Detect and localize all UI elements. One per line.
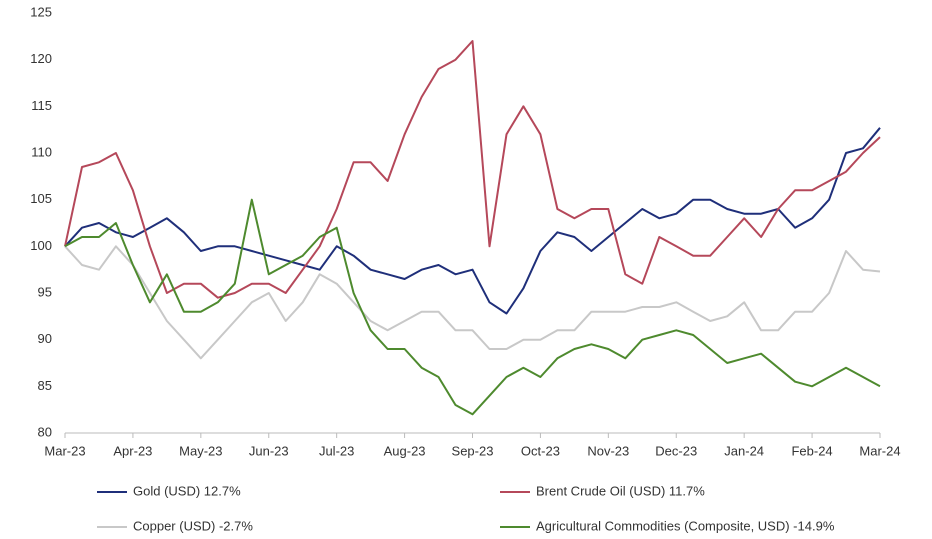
x-tick-label: May-23: [179, 443, 222, 458]
x-tick-label: Dec-23: [655, 443, 697, 458]
legend-label: Agricultural Commodities (Composite, USD…: [536, 518, 835, 533]
y-tick-label: 105: [30, 191, 52, 206]
x-tick-label: Nov-23: [587, 443, 629, 458]
x-tick-label: Mar-23: [44, 443, 85, 458]
y-tick-label: 95: [38, 284, 52, 299]
x-tick-label: Aug-23: [384, 443, 426, 458]
y-tick-label: 100: [30, 238, 52, 253]
y-tick-label: 120: [30, 51, 52, 66]
legend-label: Gold (USD) 12.7%: [133, 483, 241, 498]
y-tick-label: 85: [38, 378, 52, 393]
x-tick-label: Oct-23: [521, 443, 560, 458]
y-tick-label: 115: [31, 98, 52, 113]
y-tick-label: 125: [30, 4, 52, 19]
series-line: [64, 198, 881, 416]
x-tick-label: Jun-23: [249, 443, 289, 458]
x-tick-label: Feb-24: [791, 443, 832, 458]
x-tick-label: Mar-24: [859, 443, 900, 458]
x-tick-label: Sep-23: [452, 443, 494, 458]
legend-label: Copper (USD) -2.7%: [133, 518, 253, 533]
x-tick-label: Apr-23: [113, 443, 152, 458]
series-line: [64, 127, 881, 315]
legend-label: Brent Crude Oil (USD) 11.7%: [536, 483, 705, 498]
series-line: [64, 245, 881, 360]
y-tick-label: 110: [31, 144, 52, 159]
x-tick-label: Jul-23: [319, 443, 354, 458]
x-tick-label: Jan-24: [724, 443, 764, 458]
series-line: [64, 40, 881, 299]
y-tick-label: 90: [38, 331, 52, 346]
y-tick-label: 80: [38, 424, 52, 439]
